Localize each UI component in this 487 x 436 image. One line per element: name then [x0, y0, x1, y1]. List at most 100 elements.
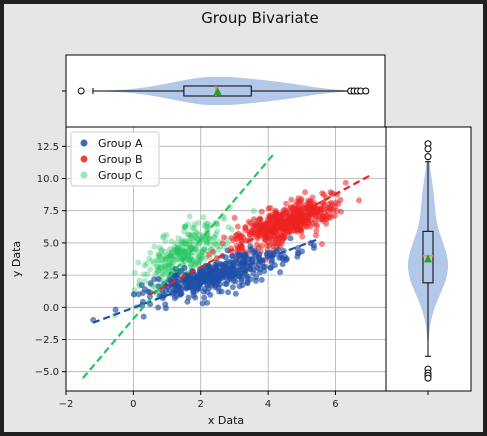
scatter-point — [182, 244, 189, 251]
scatter-point — [184, 298, 191, 305]
scatter-point — [176, 248, 182, 255]
scatter-point — [228, 259, 234, 266]
scatter-point — [257, 266, 264, 273]
scatter-point — [333, 199, 340, 206]
scatter-point — [206, 263, 213, 270]
scatter-point — [193, 287, 200, 294]
scatter-point — [250, 208, 257, 214]
scatter-point — [171, 252, 178, 259]
y-tick-label: 0.0 — [43, 303, 59, 314]
scatter-point — [159, 269, 166, 276]
scatter-point — [220, 234, 227, 241]
scatter-point — [234, 223, 241, 230]
scatter-point — [201, 222, 208, 229]
scatter-point — [318, 241, 325, 247]
scatter-point — [150, 260, 157, 267]
scatter-point — [210, 248, 216, 255]
scatter-point — [231, 214, 238, 221]
scatter-point — [193, 235, 200, 242]
scatter-point — [299, 233, 306, 240]
scatter-point — [189, 256, 196, 263]
scatter-point — [162, 262, 169, 269]
scatter-point — [301, 201, 308, 208]
scatter-point — [167, 246, 174, 253]
trend-line — [92, 238, 320, 324]
scatter-point — [175, 244, 182, 251]
scatter-point — [187, 262, 194, 269]
y-outlier — [424, 374, 432, 382]
scatter-point — [203, 280, 210, 287]
scatter-point — [165, 254, 172, 261]
y-tick-label: −5.0 — [35, 367, 59, 378]
scatter-point — [211, 239, 218, 246]
y-tick-label: 12.5 — [37, 142, 59, 153]
scatter-point — [237, 261, 243, 268]
scatter-point — [308, 208, 314, 215]
scatter-point — [142, 278, 148, 285]
scatter-point — [170, 256, 176, 263]
scatter-point — [145, 288, 151, 295]
scatter-point — [275, 226, 282, 233]
scatter-point — [219, 240, 226, 247]
scatter-point — [177, 249, 184, 256]
scatter-point — [162, 265, 169, 272]
scatter-point — [337, 196, 344, 203]
scatter-point — [258, 208, 265, 215]
scatter-point — [228, 226, 235, 233]
scatter-point — [252, 229, 259, 236]
scatter-point — [279, 211, 286, 218]
scatter-point — [205, 234, 212, 241]
scatter-point — [187, 232, 194, 239]
scatter-point — [187, 239, 193, 246]
scatter-point — [143, 260, 150, 267]
scatter-point — [191, 221, 198, 228]
scatter-point — [238, 238, 245, 244]
scatter-point — [147, 266, 154, 273]
scatter-point — [166, 253, 173, 260]
scatter-point — [222, 280, 229, 287]
scatter-point — [192, 259, 199, 266]
scatter-point — [182, 240, 189, 247]
scatter-point — [160, 271, 167, 278]
x-outlier — [362, 87, 370, 95]
x-outlier — [77, 87, 85, 95]
scatter-point — [300, 212, 307, 219]
scatter-point — [192, 262, 199, 269]
scatter-point — [159, 234, 166, 241]
scatter-point — [199, 249, 206, 256]
scatter-point — [188, 256, 194, 263]
scatter-point — [156, 244, 163, 251]
scatter-point — [196, 255, 203, 262]
scatter-point — [163, 232, 170, 238]
scatter-point — [149, 257, 156, 264]
scatter-point — [251, 224, 258, 231]
scatter-point — [144, 271, 151, 278]
scatter-point — [201, 245, 208, 252]
x-tick-label: 6 — [332, 399, 338, 410]
scatter-point — [157, 260, 164, 267]
scatter-point — [181, 265, 188, 271]
scatter-point — [158, 247, 165, 254]
scatter-point — [314, 222, 320, 229]
scatter-point — [153, 263, 160, 270]
scatter-point — [176, 250, 183, 257]
scatter-point — [321, 210, 328, 217]
trend-line — [82, 152, 276, 379]
scatter-point — [177, 254, 184, 261]
scatter-point — [289, 206, 296, 213]
y-marginal-violin — [408, 140, 448, 395]
legend: Group A Group B Group C — [70, 131, 160, 187]
scatter-point — [169, 248, 176, 255]
scatter-point — [179, 247, 186, 254]
scatter-point — [151, 243, 158, 250]
scatter-point — [203, 238, 210, 245]
y-tick-label: 7.5 — [43, 206, 59, 217]
scatter-point — [154, 257, 161, 263]
scatter-point — [154, 264, 161, 271]
scatter-point — [187, 234, 194, 241]
scatter-point — [246, 231, 253, 238]
scatter-point — [160, 232, 167, 239]
scatter-point — [156, 263, 163, 270]
scatter-point — [174, 247, 181, 254]
scatter-point — [288, 196, 295, 203]
